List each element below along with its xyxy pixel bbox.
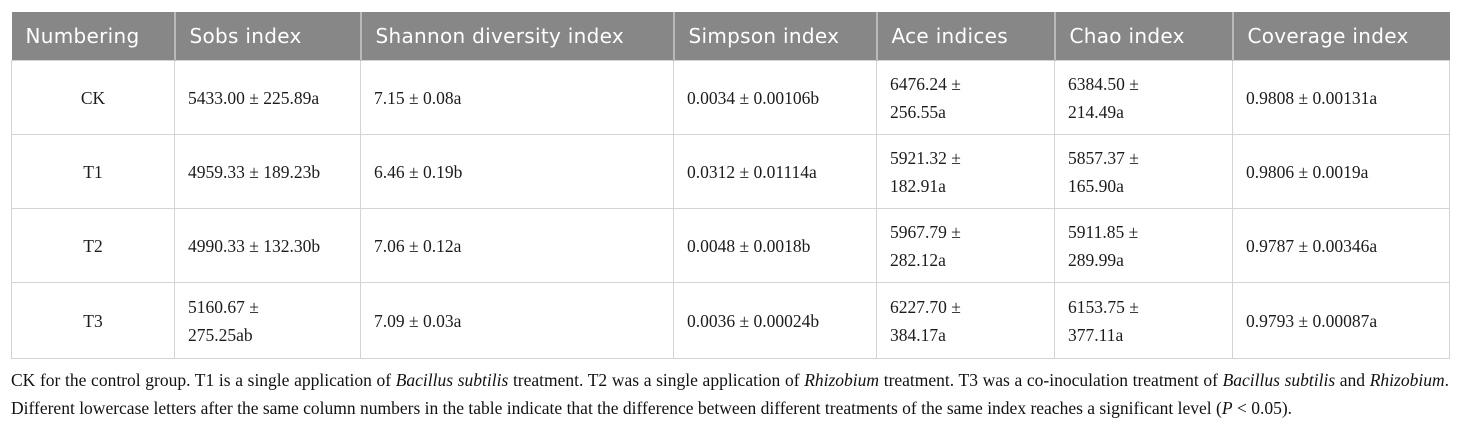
cell-shannon: 7.06 ± 0.12a [360,208,674,283]
table-row-t3: T3 5160.67 ± 275.25ab 7.09 ± 0.03a 0.003… [11,282,1450,359]
footnote-segment: treatment. T2 was a single application o… [508,370,805,390]
cell-sobs: 5160.67 ± 275.25ab [174,282,361,359]
cell-coverage: 0.9806 ± 0.0019a [1232,134,1450,209]
cell-numbering: T2 [11,208,175,283]
cell-numbering: T3 [11,282,175,359]
footnote-segment: and [1335,370,1370,390]
cell-shannon: 7.09 ± 0.03a [360,282,674,359]
cell-shannon: 7.15 ± 0.08a [360,60,674,135]
cell-ace: 6476.24 ± 256.55a [876,60,1055,135]
cell-chao: 5911.85 ± 289.99a [1054,208,1233,283]
column-header-sobs: Sobs index [174,12,362,61]
diversity-indices-table: Numbering Sobs index Shannon diversity i… [11,12,1450,359]
cell-simpson: 0.0036 ± 0.00024b [673,282,877,359]
column-header-coverage: Coverage index [1232,12,1450,61]
cell-chao: 6153.75 ± 377.11a [1054,282,1233,359]
footnote-segment: . Different lowercase letters after the … [11,370,1449,418]
cell-simpson: 0.0034 ± 0.00106b [673,60,877,135]
cell-sobs: 4990.33 ± 132.30b [174,208,361,283]
column-header-shannon: Shannon diversity index [360,12,675,61]
cell-simpson: 0.0312 ± 0.01114a [673,134,877,209]
cell-simpson: 0.0048 ± 0.0018b [673,208,877,283]
cell-chao: 5857.37 ± 165.90a [1054,134,1233,209]
footnote-segment: < 0.05). [1232,397,1293,418]
cell-ace: 6227.70 ± 384.17a [876,282,1055,359]
column-header-chao: Chao index [1054,12,1234,61]
table-row-t2: T2 4990.33 ± 132.30b 7.06 ± 0.12a 0.0048… [11,208,1450,283]
footnote-segment: Bacillus subtilis [395,370,509,390]
column-header-numbering: Numbering [11,12,176,61]
cell-sobs: 5433.00 ± 225.89a [174,60,361,135]
footnote-segment: Bacillus subtilis [1222,370,1336,390]
cell-shannon: 6.46 ± 0.19b [360,134,674,209]
table-row-t1: T1 4959.33 ± 189.23b 6.46 ± 0.19b 0.0312… [11,134,1450,209]
column-header-simpson: Simpson index [673,12,878,61]
cell-coverage: 0.9808 ± 0.00131a [1232,60,1450,135]
cell-chao: 6384.50 ± 214.49a [1054,60,1233,135]
cell-coverage: 0.9793 ± 0.00087a [1232,282,1450,359]
cell-ace: 5967.79 ± 282.12a [876,208,1055,283]
header-row: Numbering Sobs index Shannon diversity i… [11,12,1450,61]
footnote-segment: Rhizobium [804,370,880,390]
cell-ace: 5921.32 ± 182.91a [876,134,1055,209]
footnote-segment: P [1221,397,1233,418]
table-header: Numbering Sobs index Shannon diversity i… [11,12,1450,61]
cell-numbering: T1 [11,134,175,209]
table-body: CK 5433.00 ± 225.89a 7.15 ± 0.08a 0.0034… [11,60,1450,359]
cell-sobs: 4959.33 ± 189.23b [174,134,361,209]
column-header-ace: Ace indices [876,12,1056,61]
footnote-segment: treatment. T3 was a co-inoculation treat… [879,370,1223,390]
footnote-segment: CK for the control group. T1 is a single… [11,370,396,390]
table-row-ck: CK 5433.00 ± 225.89a 7.15 ± 0.08a 0.0034… [11,60,1450,135]
cell-numbering: CK [11,60,175,135]
table-footnote: CK for the control group. T1 is a single… [11,367,1449,422]
footnote-segment: Rhizobium [1369,370,1445,390]
cell-coverage: 0.9787 ± 0.00346a [1232,208,1450,283]
